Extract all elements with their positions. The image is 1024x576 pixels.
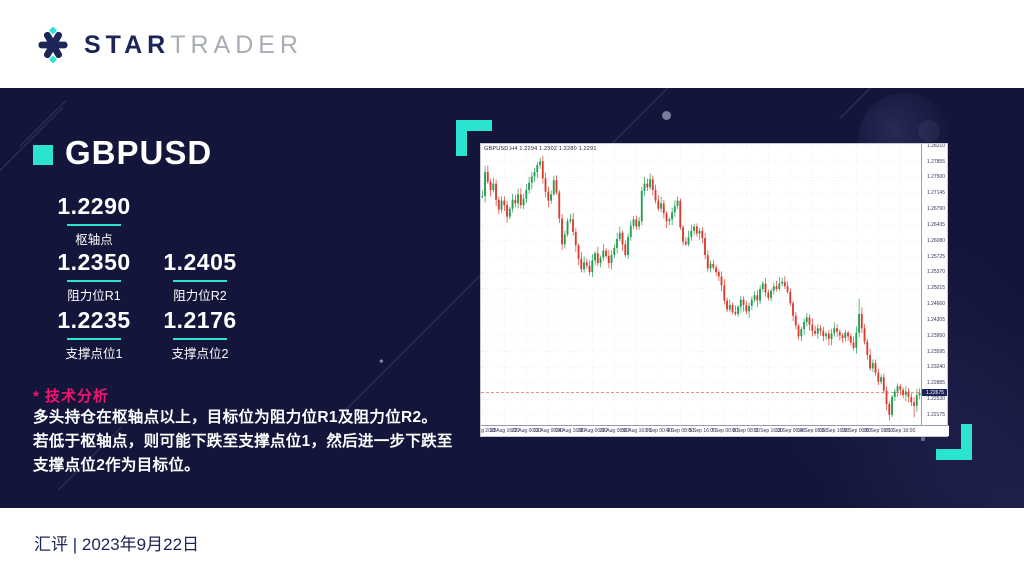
teal-underline (67, 338, 121, 340)
analysis-paragraph: 多头持仓在枢轴点以上，目标位为阻力位R1及阻力位R2。 若低于枢轴点，则可能下跌… (33, 406, 463, 478)
pivot-label: 枢轴点 (75, 233, 113, 247)
date-tick-label: 29 Aug 08:00 (599, 428, 630, 434)
price-tick-label: 1.25370 (926, 269, 945, 276)
header-bar: STAR TRADER (0, 0, 1024, 88)
symbol-heading: GBPUSD (33, 134, 212, 172)
price-tick-label: 1.25725 (926, 253, 945, 260)
bg-dot-small (921, 437, 925, 441)
date-tick-label: 7 Sep 00:00 (710, 428, 738, 434)
resistance2-block: 1.2405 阻力位R2 (144, 249, 256, 304)
chart-ohlc-title: GBPUSD,H4 1.2294 1.2302 1.2280 1.2291 (484, 146, 597, 152)
logo-text-trader: TRADER (170, 30, 303, 59)
teal-underline (67, 224, 121, 226)
footer-caption: 汇评 | 2023年9月22日 (34, 534, 200, 554)
bg-moon-circle (918, 120, 940, 142)
bg-dot (662, 111, 671, 120)
symbol-name: GBPUSD (65, 134, 213, 171)
date-tick-label: 19 Sep 00:00 (841, 428, 872, 434)
teal-underline (173, 280, 227, 282)
resistance2-label: 阻力位R2 (173, 289, 227, 303)
chart-plot-area[interactable] (481, 144, 921, 425)
date-tick-label: 4 Sep 08:00 (666, 428, 694, 434)
date-tick-label: 24 Aug 16:00 (555, 428, 586, 434)
resistance1-block: 1.2350 阻力位R1 (38, 249, 150, 304)
bg-sparkle-icon: ✦ (378, 357, 385, 366)
title-accent-square (33, 145, 53, 165)
price-tick-label: 1.24305 (926, 316, 945, 323)
resistance1-value: 1.2350 (57, 249, 131, 275)
price-tick-label: 1.22175 (926, 411, 945, 418)
date-tick-label: 11 Sep 16:00 (753, 428, 784, 434)
price-tick-label: 1.22530 (926, 396, 945, 403)
date-tick-label: 21 Sep 16:00 (885, 428, 916, 434)
price-tick-label: 1.27855 (926, 158, 945, 165)
support2-value: 1.2176 (163, 307, 237, 333)
resistance2-value: 1.2405 (163, 249, 237, 275)
footer-bar: 汇评 | 2023年9月22日 (0, 508, 1024, 576)
date-tick-label: 28 Aug 00:00 (577, 428, 608, 434)
support1-label: 支撑点位1 (65, 347, 123, 361)
price-tick-label: 1.27145 (926, 190, 945, 197)
date-tick-label: 17 Aug 2023 (481, 428, 497, 434)
date-tick-label: 15 Sep 16:00 (819, 428, 850, 434)
date-tick-label: 13 Sep 00:00 (775, 428, 806, 434)
logo-text-star: STAR (84, 30, 171, 59)
price-axis: 1.28210 1.27855 1.27500 1.27145 1.26790 1.264… (921, 144, 947, 425)
date-tick-label: 30 Aug 16:00 (621, 428, 652, 434)
price-tick-label: 1.22885 (926, 380, 945, 387)
corner-bracket-top-left (456, 120, 492, 156)
candlestick-chart[interactable] (481, 144, 921, 425)
support1-value: 1.2235 (57, 307, 131, 333)
price-tick-label: 1.23950 (926, 332, 945, 339)
analysis-heading: * 技术分析 (33, 388, 110, 405)
date-tick-label: 20 Sep 08:00 (863, 428, 894, 434)
price-tick-label: 1.26790 (926, 206, 945, 213)
corner-bracket-bottom-right (936, 424, 972, 460)
date-tick-label: 18 Aug 16:00 (489, 428, 520, 434)
analysis-line: 支撑点位2作为目标位。 (33, 457, 200, 474)
analysis-line: 若低于枢轴点，则可能下跌至支撑点位1，然后进一步下跌至 (33, 433, 453, 450)
current-price-tag: 1.22675 (922, 389, 947, 397)
date-tick-label: 5 Sep 16:00 (688, 428, 716, 434)
pivot-point-block: 1.2290 枢轴点 (38, 193, 150, 248)
resistance1-label: 阻力位R1 (67, 289, 121, 303)
price-tick-label: 1.24660 (926, 301, 945, 308)
date-tick-label: 8 Sep 08:00 (732, 428, 760, 434)
pivot-value: 1.2290 (57, 193, 131, 219)
price-tick-label: 1.23240 (926, 364, 945, 371)
teal-underline (173, 338, 227, 340)
startrader-logo: STAR TRADER (32, 24, 303, 66)
price-tick-label: 1.23595 (926, 348, 945, 355)
date-tick-label: 22 Aug 00:00 (511, 428, 542, 434)
support2-block: 1.2176 支撑点位2 (144, 307, 256, 362)
analysis-line: 多头持仓在枢轴点以上，目标位为阻力位R1及阻力位R2。 (33, 409, 438, 426)
support2-label: 支撑点位2 (171, 347, 229, 361)
teal-underline (67, 280, 121, 282)
date-tick-label: 14 Sep 08:00 (797, 428, 828, 434)
date-tick-label: 1 Sep 00:00 (644, 428, 672, 434)
price-tick-label: 1.27500 (926, 174, 945, 181)
bg-diagonal-line-5 (839, 88, 890, 119)
price-tick-label: 1.26435 (926, 221, 945, 228)
candlestick-chart-window[interactable]: GBPUSD,H4 1.2294 1.2302 1.2280 1.2291 1.… (480, 143, 949, 437)
price-tick-label: 1.26080 (926, 237, 945, 244)
support1-block: 1.2235 支撑点位1 (38, 307, 150, 362)
main-panel: ✦ GBPUSD 1.2290 枢轴点 1.2350 阻力位R1 1.2405 … (0, 88, 1024, 508)
star-logo-icon (38, 26, 68, 64)
date-tick-label: 23 Aug 08:00 (533, 428, 564, 434)
price-tick-label: 1.25015 (926, 285, 945, 292)
price-tick-label: 1.28210 (926, 144, 945, 149)
